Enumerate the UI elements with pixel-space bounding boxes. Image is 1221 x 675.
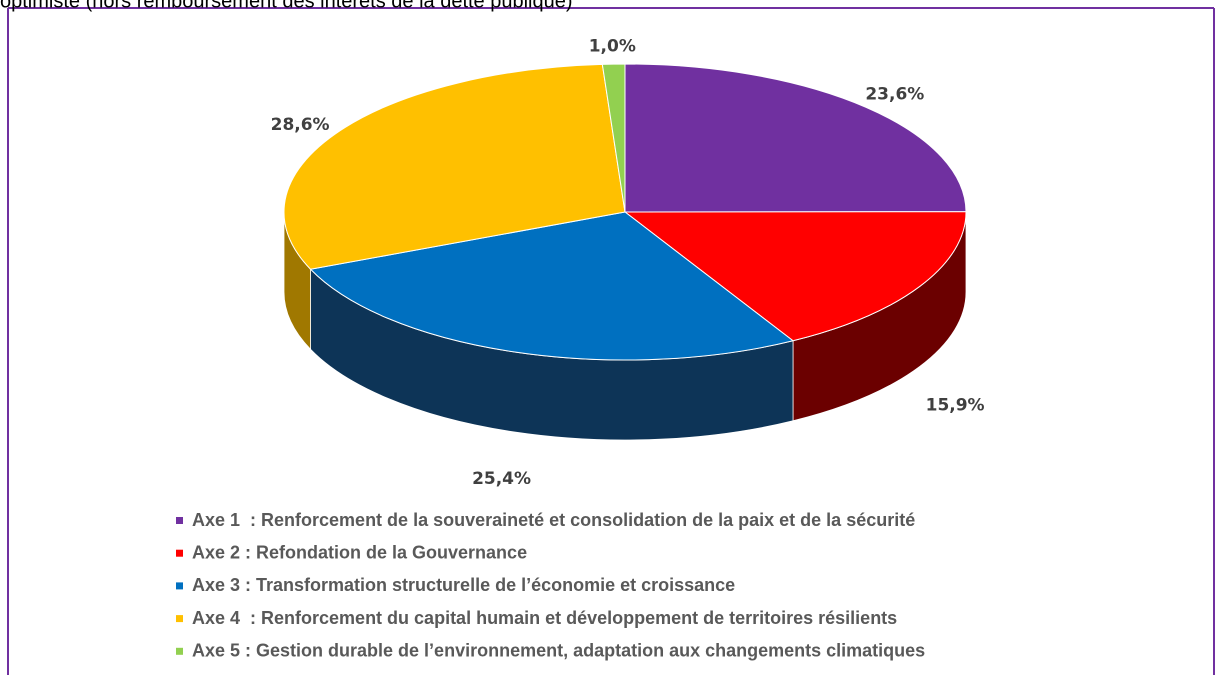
slice [601, 63, 626, 213]
data-label: 15,9% [926, 395, 985, 415]
slice [624, 63, 967, 213]
legend-label: Axe 4 : Renforcement du capital humain e… [192, 608, 897, 628]
legend-swatch [176, 549, 183, 557]
slice [623, 211, 967, 342]
legend-label: Axe 5 : Gestion durable de l’environneme… [192, 641, 925, 661]
data-label: 25,4% [472, 469, 531, 489]
legend-swatch [176, 615, 183, 623]
legend-label: Axe 2 : Refondation de la Gouvernance [192, 542, 527, 562]
data-label: 1,0% [589, 36, 636, 56]
slice [283, 63, 626, 270]
legend-label: Axe 1 : Renforcement de la souveraineté … [192, 510, 915, 530]
slice [309, 211, 795, 361]
legend-label: Axe 3 : Transformation structurelle de l… [192, 575, 735, 595]
legend-swatch [176, 647, 183, 655]
data-label: 23,6% [865, 85, 924, 105]
legend-swatch [176, 582, 183, 590]
data-label: 28,6% [271, 115, 330, 135]
legend-swatch [176, 517, 183, 524]
chart-title: optimiste (hors remboursement des intérê… [0, 0, 573, 12]
